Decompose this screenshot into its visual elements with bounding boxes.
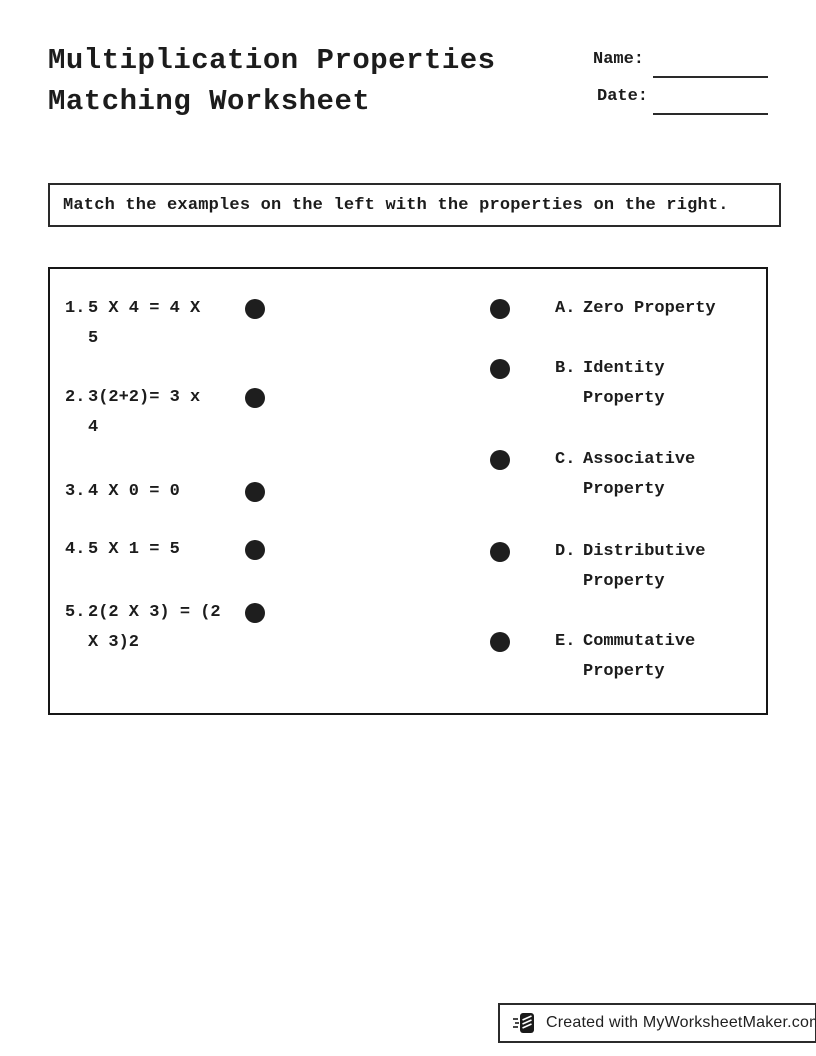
worksheetmaker-logo-icon	[512, 1010, 538, 1036]
item-text-line: 4	[88, 418, 99, 437]
property-text-line: Property	[583, 389, 665, 408]
item-text-line: X 3)2	[88, 633, 140, 652]
matching-box: 1. 5 X 4 = 4 X 5 2. 3(2+2)= 3 x 4 3. 4 X…	[48, 267, 768, 715]
property-text-line: Identity	[583, 359, 665, 378]
property-letter: E.	[555, 632, 576, 651]
item-number: 3.	[65, 482, 86, 501]
property-text-line: Property	[583, 662, 665, 681]
item-number: 4.	[65, 540, 86, 559]
property-letter: A.	[555, 299, 576, 318]
property-text-line: Commutative	[583, 632, 696, 651]
match-item-5: 5. 2(2 X 3) = (2 X 3)2	[65, 598, 221, 658]
footer-credit-box: Created with MyWorksheetMaker.com	[498, 1003, 816, 1043]
match-property-b: B. Identity Property	[555, 354, 665, 414]
match-property-c: C. Associative Property	[555, 445, 695, 505]
match-item-4: 4. 5 X 1 = 5	[65, 535, 180, 565]
item-text-line: 5	[88, 329, 99, 348]
match-item-2: 2. 3(2+2)= 3 x 4	[65, 383, 200, 443]
property-text-line: Distributive	[583, 542, 706, 561]
item-number: 5.	[65, 603, 86, 622]
property-text-line: Property	[583, 572, 665, 591]
item-number: 1.	[65, 299, 86, 318]
match-dot-property-d[interactable]	[490, 542, 510, 562]
match-dot-item-4[interactable]	[245, 540, 265, 560]
footer-credit-text: Created with MyWorksheetMaker.com	[546, 1014, 816, 1031]
match-dot-property-c[interactable]	[490, 450, 510, 470]
match-item-1: 1. 5 X 4 = 4 X 5	[65, 294, 200, 354]
match-dot-property-e[interactable]	[490, 632, 510, 652]
property-text-line: Property	[583, 480, 665, 499]
item-text-line: 2(2 X 3) = (2	[88, 603, 221, 622]
match-dot-item-2[interactable]	[245, 388, 265, 408]
match-dot-property-b[interactable]	[490, 359, 510, 379]
property-text-line: Zero Property	[583, 299, 716, 318]
property-text-line: Associative	[583, 450, 696, 469]
property-letter: B.	[555, 359, 576, 378]
item-text-line: 5 X 1 = 5	[88, 540, 180, 559]
property-letter: C.	[555, 450, 576, 469]
page-title: Multiplication Properties Matching Works…	[48, 40, 496, 122]
page-title-line-1: Multiplication Properties	[48, 44, 496, 77]
match-dot-property-a[interactable]	[490, 299, 510, 319]
name-label: Name:	[593, 50, 645, 69]
name-input-line[interactable]	[653, 76, 768, 78]
match-dot-item-5[interactable]	[245, 603, 265, 623]
item-text-line: 3(2+2)= 3 x	[88, 388, 201, 407]
item-text-line: 5 X 4 = 4 X	[88, 299, 201, 318]
instruction-box: Match the examples on the left with the …	[48, 183, 781, 227]
item-text-line: 4 X 0 = 0	[88, 482, 180, 501]
instruction-text: Match the examples on the left with the …	[63, 195, 729, 215]
match-property-d: D. Distributive Property	[555, 537, 705, 597]
item-number: 2.	[65, 388, 86, 407]
match-dot-item-3[interactable]	[245, 482, 265, 502]
match-property-a: A. Zero Property	[555, 294, 716, 324]
match-dot-item-1[interactable]	[245, 299, 265, 319]
date-input-line[interactable]	[653, 113, 768, 115]
date-label: Date:	[597, 87, 649, 106]
page-title-line-2: Matching Worksheet	[48, 85, 371, 118]
property-letter: D.	[555, 542, 576, 561]
match-property-e: E. Commutative Property	[555, 627, 695, 687]
match-item-3: 3. 4 X 0 = 0	[65, 477, 180, 507]
